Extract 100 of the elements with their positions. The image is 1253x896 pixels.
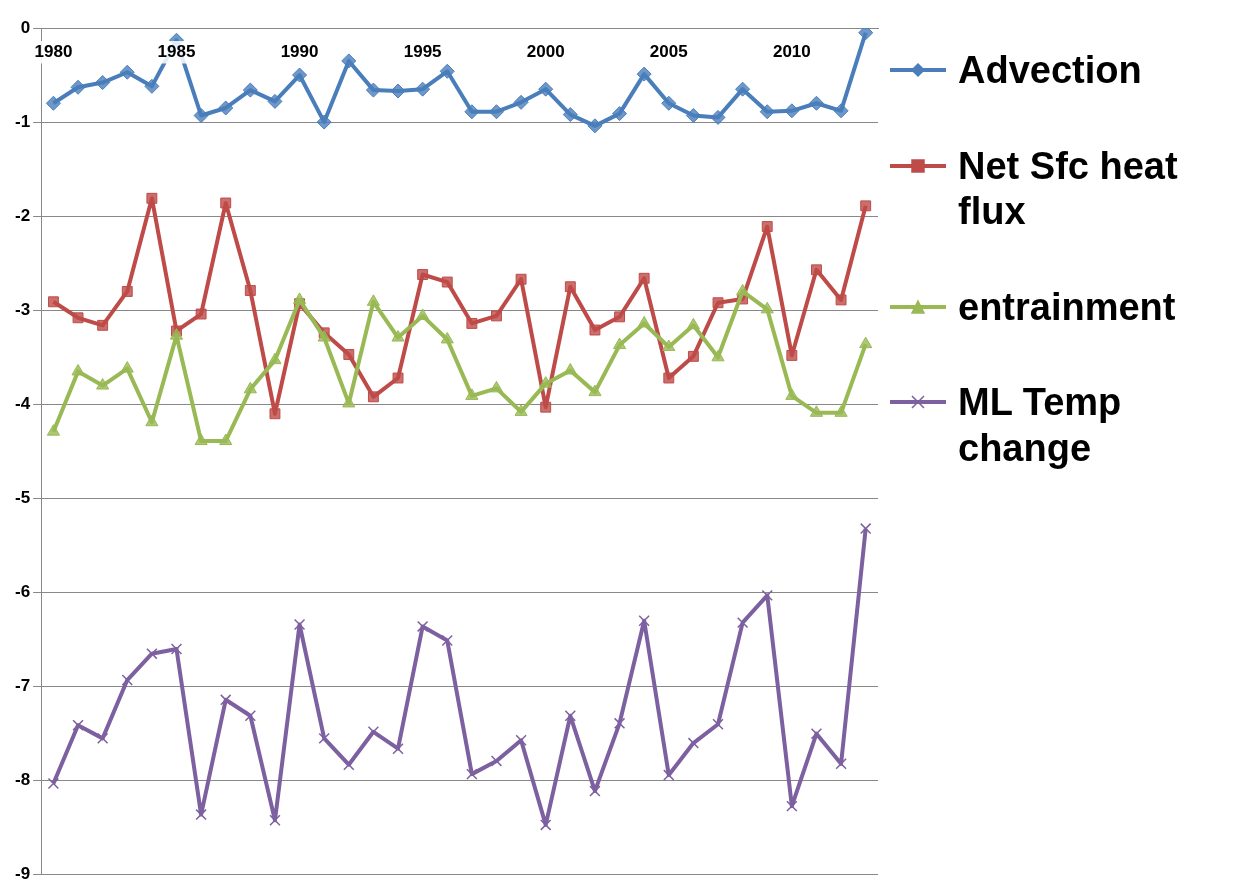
y-tick-label: -1	[14, 111, 31, 131]
point	[392, 743, 404, 755]
point	[46, 424, 60, 436]
point	[663, 372, 675, 384]
legend-label: Advection	[958, 48, 1143, 93]
point	[491, 310, 502, 322]
point	[416, 620, 429, 633]
point	[785, 388, 799, 400]
point	[587, 118, 603, 134]
point	[811, 264, 822, 276]
point	[47, 296, 59, 308]
legend-label: Net Sfc heat flux	[958, 143, 1179, 235]
point	[441, 276, 453, 288]
point	[612, 106, 628, 122]
point	[145, 414, 159, 427]
point	[365, 82, 381, 98]
point	[195, 808, 207, 821]
point	[440, 331, 454, 344]
point	[513, 94, 529, 110]
point	[96, 378, 110, 390]
legend-label: ML Temp change	[958, 380, 1123, 471]
y-tick-label: -4	[14, 394, 31, 414]
point	[144, 78, 160, 94]
point	[416, 308, 430, 320]
point	[514, 404, 528, 416]
point	[415, 81, 431, 97]
y-tick-label: 0	[20, 17, 31, 37]
point	[417, 269, 429, 280]
y-tick-label: -3	[14, 299, 31, 319]
point	[293, 292, 307, 304]
point	[613, 717, 626, 730]
y-tick-label: -5	[14, 488, 31, 508]
point	[268, 352, 282, 365]
point	[540, 401, 552, 413]
point	[244, 285, 256, 296]
point	[712, 718, 724, 730]
point	[170, 643, 183, 655]
point	[490, 755, 503, 767]
point	[367, 726, 380, 738]
point	[833, 103, 849, 119]
point	[786, 800, 798, 812]
point	[809, 405, 824, 417]
point	[562, 107, 578, 123]
point	[760, 301, 774, 314]
point	[72, 719, 84, 731]
point	[859, 522, 872, 535]
point	[244, 710, 257, 722]
point	[121, 286, 133, 297]
point	[564, 710, 577, 722]
point	[193, 108, 209, 123]
point	[515, 734, 527, 746]
point	[736, 616, 749, 629]
point	[661, 95, 677, 111]
point	[465, 388, 479, 400]
point	[638, 615, 650, 627]
point	[685, 108, 701, 123]
point	[392, 372, 404, 384]
point	[269, 408, 281, 420]
point	[686, 317, 700, 330]
point	[687, 737, 700, 749]
point	[589, 324, 601, 336]
point	[759, 104, 775, 120]
legend-label: entrainment	[958, 284, 1177, 330]
point	[489, 380, 504, 393]
point	[121, 674, 133, 686]
point	[637, 315, 651, 328]
point	[47, 777, 60, 790]
point	[316, 114, 332, 130]
point	[95, 75, 111, 91]
point	[70, 79, 86, 95]
x-tick-label: 2005	[649, 41, 688, 61]
point	[242, 82, 258, 98]
point	[267, 93, 283, 109]
point	[96, 732, 109, 745]
point	[614, 311, 625, 323]
y-tick-label: -2	[14, 205, 31, 225]
point	[761, 589, 773, 602]
point	[243, 381, 257, 394]
point	[488, 104, 504, 120]
point	[638, 272, 650, 284]
point	[564, 281, 576, 293]
point	[269, 814, 281, 826]
point	[342, 395, 356, 408]
point	[810, 727, 823, 740]
point	[97, 319, 109, 331]
point	[220, 197, 232, 209]
point	[441, 634, 453, 647]
point	[636, 66, 652, 82]
y-tick-label: -7	[14, 676, 31, 696]
point	[120, 361, 134, 373]
y-tick-label: -8	[14, 770, 31, 790]
point	[466, 317, 478, 329]
point	[663, 769, 675, 781]
point	[735, 81, 751, 97]
point	[540, 819, 552, 831]
point	[859, 336, 873, 349]
point	[710, 109, 726, 125]
point	[563, 362, 577, 375]
x-tick-label: 1980	[34, 41, 73, 61]
x-tick-label: 2000	[526, 41, 565, 61]
